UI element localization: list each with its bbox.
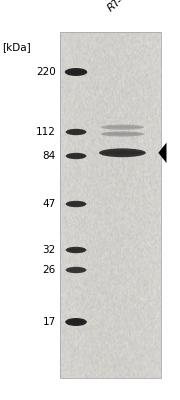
Ellipse shape xyxy=(66,267,86,273)
Ellipse shape xyxy=(103,151,142,155)
Ellipse shape xyxy=(67,202,85,206)
Ellipse shape xyxy=(67,248,85,252)
Ellipse shape xyxy=(66,70,86,74)
Text: 17: 17 xyxy=(42,317,56,327)
Text: [kDa]: [kDa] xyxy=(2,42,31,52)
Ellipse shape xyxy=(67,154,85,158)
Ellipse shape xyxy=(65,68,87,76)
Text: 112: 112 xyxy=(36,127,56,137)
Text: 84: 84 xyxy=(42,151,56,161)
Text: 32: 32 xyxy=(42,245,56,255)
Polygon shape xyxy=(158,143,166,163)
Text: 220: 220 xyxy=(36,67,56,77)
Ellipse shape xyxy=(99,148,146,157)
Ellipse shape xyxy=(104,133,141,135)
Ellipse shape xyxy=(67,320,85,324)
Ellipse shape xyxy=(66,201,86,207)
Ellipse shape xyxy=(66,247,86,253)
Text: RT-4: RT-4 xyxy=(105,0,130,14)
Text: 47: 47 xyxy=(42,199,56,209)
Ellipse shape xyxy=(67,268,85,272)
Bar xyxy=(60,32,161,378)
Ellipse shape xyxy=(66,153,86,159)
Ellipse shape xyxy=(66,129,86,135)
Ellipse shape xyxy=(104,126,141,128)
Ellipse shape xyxy=(101,124,144,130)
Ellipse shape xyxy=(101,131,144,137)
Ellipse shape xyxy=(67,130,85,134)
Ellipse shape xyxy=(65,318,87,326)
Text: 26: 26 xyxy=(42,265,56,275)
